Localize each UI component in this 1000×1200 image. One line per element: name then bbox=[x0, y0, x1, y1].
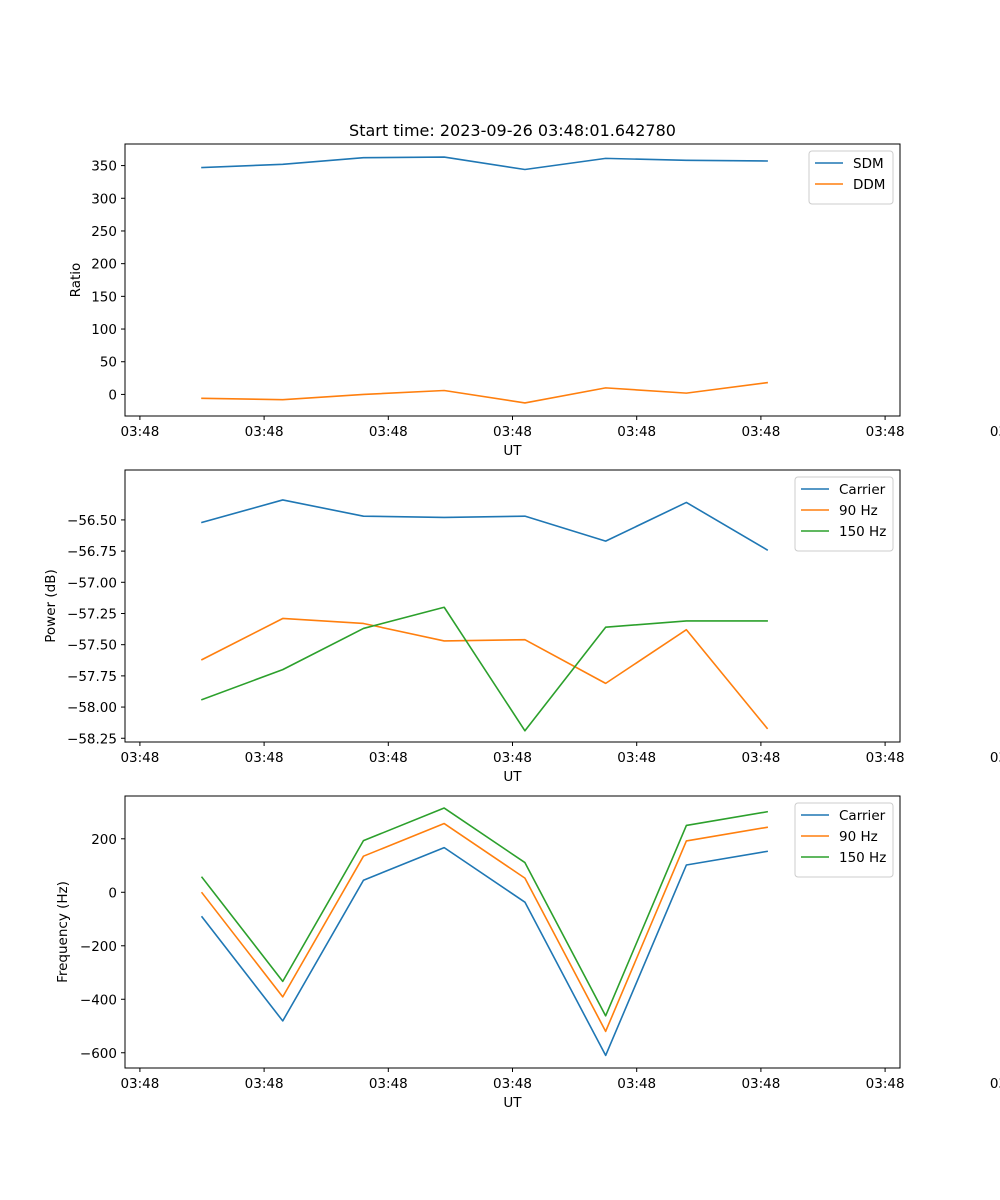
x-axis-label: UT bbox=[503, 443, 522, 459]
x-tick-label: 03:48 bbox=[617, 750, 656, 766]
y-tick-label: −400 bbox=[80, 992, 117, 1008]
legend-label: DDM bbox=[853, 177, 885, 193]
y-tick-label: 200 bbox=[91, 832, 117, 848]
subplot-1: 03:48 03:48 03:48 03:48 03:48 03:48 03:48 03:49… bbox=[68, 121, 1000, 459]
x-tick-label: 03:48 bbox=[245, 1076, 284, 1092]
x-tick-label: 03:48 bbox=[369, 750, 408, 766]
x-tick-label: 03:48 bbox=[245, 750, 284, 766]
y-axis-label: Power (dB) bbox=[43, 569, 59, 642]
legend-box bbox=[808, 150, 894, 205]
legend-box bbox=[794, 476, 894, 552]
legend-box bbox=[794, 802, 894, 878]
x-tick-label: 03:48 bbox=[617, 1076, 656, 1092]
x-tick-label: 03:48 bbox=[866, 750, 905, 766]
series-line-sdm bbox=[201, 156, 768, 171]
x-axis-label: UT bbox=[503, 1095, 522, 1111]
x-tick-label: 03:48 bbox=[617, 424, 656, 440]
x-tick-label: 03:49 bbox=[990, 750, 1000, 766]
y-tick-label: −600 bbox=[80, 1046, 117, 1062]
y-axis-label: Frequency (Hz) bbox=[55, 881, 71, 983]
series-line-90-hz bbox=[200, 617, 769, 730]
y-tick-label: −57.00 bbox=[67, 575, 117, 591]
series-line-carrier bbox=[201, 499, 769, 551]
y-tick-label: 300 bbox=[91, 191, 117, 207]
legend-label: SDM bbox=[853, 156, 884, 172]
y-tick-label: −57.50 bbox=[67, 638, 117, 654]
series-line-carrier bbox=[200, 846, 769, 1057]
y-tick-label: −56.75 bbox=[67, 544, 117, 560]
y-tick-label: 100 bbox=[91, 322, 117, 338]
legend: Carrier 90 Hz 150 Hz bbox=[794, 476, 894, 552]
y-tick-label: 50 bbox=[100, 355, 117, 371]
series-line-150-hz bbox=[200, 807, 769, 1017]
x-tick-label: 03:49 bbox=[990, 424, 1000, 440]
y-tick-label: 200 bbox=[91, 257, 117, 273]
y-tick-label: −200 bbox=[80, 939, 117, 955]
y-tick-label: 150 bbox=[91, 289, 117, 305]
legend-label: 90 Hz bbox=[839, 503, 878, 519]
x-tick-label: 03:48 bbox=[369, 1076, 408, 1092]
x-tick-label: 03:48 bbox=[245, 424, 284, 440]
subplot-2: 03:48 03:48 03:48 03:48 03:48 03:48 03:48 03:49… bbox=[43, 469, 1000, 785]
legend-label: 150 Hz bbox=[839, 524, 886, 540]
y-tick-label: 250 bbox=[91, 224, 117, 240]
x-tick-label: 03:48 bbox=[741, 1076, 780, 1092]
x-tick-label: 03:49 bbox=[990, 1076, 1000, 1092]
legend: SDM DDM bbox=[808, 150, 894, 205]
axes-frame bbox=[124, 143, 901, 417]
series-line-90-hz bbox=[200, 822, 769, 1033]
x-tick-label: 03:48 bbox=[741, 750, 780, 766]
x-tick-label: 03:48 bbox=[493, 750, 532, 766]
y-tick-label: −57.25 bbox=[67, 606, 117, 622]
y-tick-label: −58.00 bbox=[67, 700, 117, 716]
x-tick-label: 03:48 bbox=[120, 424, 159, 440]
series-line-150-hz bbox=[200, 606, 768, 732]
x-tick-label: 03:48 bbox=[120, 750, 159, 766]
x-tick-label: 03:48 bbox=[866, 1076, 905, 1092]
subplot-3: 03:48 03:48 03:48 03:48 03:48 03:48 03:48 03:49… bbox=[55, 795, 1000, 1111]
legend: Carrier 90 Hz 150 Hz bbox=[794, 802, 894, 878]
series-line-ddm bbox=[201, 381, 769, 404]
x-axis-label: UT bbox=[503, 769, 522, 785]
x-tick-label: 03:48 bbox=[741, 424, 780, 440]
y-axis-label: Ratio bbox=[68, 263, 84, 298]
chart-title: Start time: 2023-09-26 03:48:01.642780 bbox=[349, 121, 676, 140]
y-tick-label: −56.50 bbox=[67, 513, 117, 529]
x-tick-label: 03:48 bbox=[369, 424, 408, 440]
x-tick-label: 03:48 bbox=[493, 1076, 532, 1092]
legend-label: Carrier bbox=[839, 482, 886, 498]
x-tick-label: 03:48 bbox=[866, 424, 905, 440]
axes-frame bbox=[124, 795, 901, 1069]
x-tick-label: 03:48 bbox=[493, 424, 532, 440]
y-tick-label: 0 bbox=[108, 387, 117, 403]
y-tick-label: 0 bbox=[108, 885, 117, 901]
x-tick-label: 03:48 bbox=[120, 1076, 159, 1092]
legend-label: Carrier bbox=[839, 808, 886, 824]
legend-label: 90 Hz bbox=[839, 829, 878, 845]
y-tick-label: 350 bbox=[91, 159, 117, 175]
y-tick-label: −58.25 bbox=[67, 731, 117, 747]
legend-label: 150 Hz bbox=[839, 850, 886, 866]
y-tick-label: −57.75 bbox=[67, 669, 117, 685]
